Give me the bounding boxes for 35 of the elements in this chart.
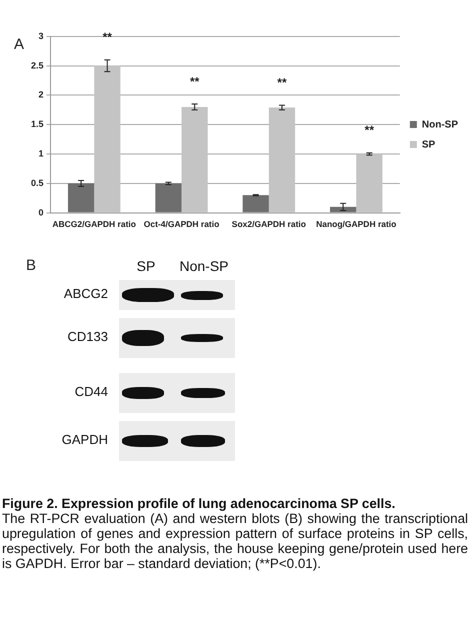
y-tick-label: 2.5 bbox=[30, 60, 44, 70]
category-label: CD133 bbox=[68, 329, 108, 344]
category-label: GAPDH bbox=[62, 432, 108, 447]
y-tick-label: 1.5 bbox=[30, 119, 44, 130]
y-tick-label: 0 bbox=[38, 207, 44, 218]
category-label: SP bbox=[136, 258, 156, 274]
x-tick-label: ABCG2/GAPDH ratio bbox=[52, 219, 136, 230]
text: B bbox=[26, 257, 36, 274]
x-tick-label: Nanog/GAPDH ratio bbox=[316, 219, 396, 230]
bar bbox=[94, 66, 120, 212]
y-tick-label: 1 bbox=[38, 148, 44, 158]
annotation: ** bbox=[277, 76, 287, 90]
bar bbox=[182, 106, 208, 212]
text: Figure 2. Expression profile of lung adenocarcinoma SP cells. bbox=[2, 496, 396, 511]
category-label: Non-SP bbox=[179, 258, 229, 274]
bar bbox=[356, 154, 382, 212]
x-tick-label: Oct-4/GAPDH ratio bbox=[144, 219, 220, 230]
text: The RT-PCR evaluation (A) and western blots (B) showing the transcriptional upregulation of genes and expression pattern of surface proteins in SP cells, respectively. For both the analysis, the house keeping gene/protein used here is GAPDH. Error bar – standard deviation; (**P<0.01). bbox=[2, 511, 468, 571]
bar bbox=[268, 108, 296, 212]
category-label: ABCG2 bbox=[64, 286, 108, 301]
annotation: ** bbox=[102, 30, 112, 44]
bar bbox=[68, 183, 94, 212]
x-tick-label: Sox2/GAPDH ratio bbox=[232, 219, 306, 230]
text: A bbox=[14, 36, 24, 53]
bar bbox=[155, 183, 182, 212]
annotation: ** bbox=[364, 123, 374, 138]
y-tick-label: 0.5 bbox=[30, 178, 44, 188]
bar bbox=[242, 195, 269, 212]
annotation: ** bbox=[190, 74, 200, 88]
legend-label: SP bbox=[422, 139, 436, 150]
category-label: CD44 bbox=[74, 384, 108, 399]
legend-label: Non-SP bbox=[422, 119, 458, 130]
y-tick-label: 3 bbox=[38, 30, 44, 41]
bar bbox=[330, 206, 356, 212]
y-tick-label: 2 bbox=[38, 90, 44, 100]
